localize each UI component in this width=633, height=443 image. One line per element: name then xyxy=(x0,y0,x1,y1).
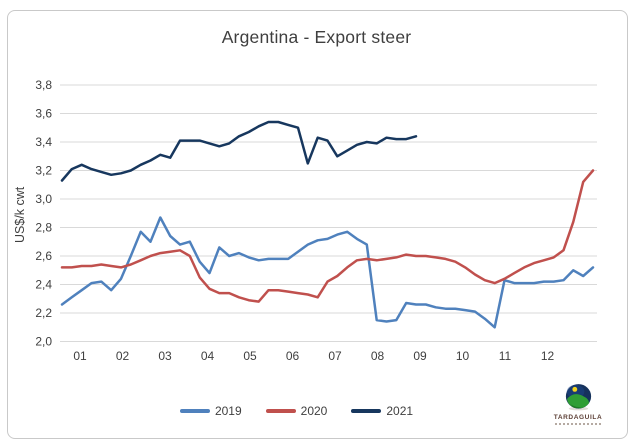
y-tick-label: 2,2 xyxy=(35,306,52,320)
series-line-2019 xyxy=(60,216,595,329)
series-line-2020 xyxy=(60,169,595,303)
gridlines xyxy=(60,84,597,342)
legend-label: 2019 xyxy=(214,404,242,418)
globe-icon xyxy=(565,384,591,411)
legend-swatch-2020 xyxy=(265,409,296,413)
y-tick-label: 2,6 xyxy=(35,249,52,263)
x-tick-label: 06 xyxy=(286,349,300,363)
y-tick-label: 3,4 xyxy=(35,135,52,149)
x-tick-label: 12 xyxy=(541,349,555,363)
y-tick-label: 2,0 xyxy=(35,335,52,349)
legend-item-2019: 2019 xyxy=(179,404,242,418)
legend-label: 2020 xyxy=(300,404,328,418)
legend-swatch-2021 xyxy=(351,409,382,413)
x-tick-label: 03 xyxy=(158,349,172,363)
x-tick-label: 07 xyxy=(328,349,342,363)
y-tick-label: 3,8 xyxy=(35,78,52,92)
y-tick-label: 2,8 xyxy=(35,221,52,235)
x-tick-label: 11 xyxy=(499,349,512,363)
legend-swatch-2019 xyxy=(179,409,210,413)
y-tick-label: 2,4 xyxy=(35,278,52,292)
legend: 2019 2020 2021 xyxy=(0,404,593,418)
logo-subtext-dashes xyxy=(555,422,601,425)
legend-label: 2021 xyxy=(386,404,414,418)
x-tick-label: 05 xyxy=(243,349,257,363)
x-tick-label: 04 xyxy=(201,349,215,363)
chart-border xyxy=(7,10,628,439)
legend-item-2021: 2021 xyxy=(351,404,413,418)
y-tick-label: 3,0 xyxy=(35,192,52,206)
x-tick-label: 01 xyxy=(73,349,87,363)
y-tick-label: 3,2 xyxy=(35,164,52,178)
x-tick-labels: 01 02 03 04 05 06 07 08 09 10 11 12 xyxy=(73,349,554,363)
y-tick-label: 3,6 xyxy=(35,107,52,121)
series-line-2021 xyxy=(60,120,418,182)
chart-title: Argentina - Export steer xyxy=(221,27,412,47)
x-tick-label: 08 xyxy=(371,349,385,363)
x-tick-label: 09 xyxy=(413,349,427,363)
tardaguila-logo: TARDAGUILA xyxy=(549,381,607,425)
legend-item-2020: 2020 xyxy=(265,404,328,418)
x-tick-label: 10 xyxy=(456,349,470,363)
x-tick-label: 02 xyxy=(116,349,130,363)
y-tick-labels: 2,0 2,2 2,4 2,6 2,8 3,0 3,2 3,4 3,6 3,8 xyxy=(35,78,52,349)
logo-text: TARDAGUILA xyxy=(553,414,603,421)
